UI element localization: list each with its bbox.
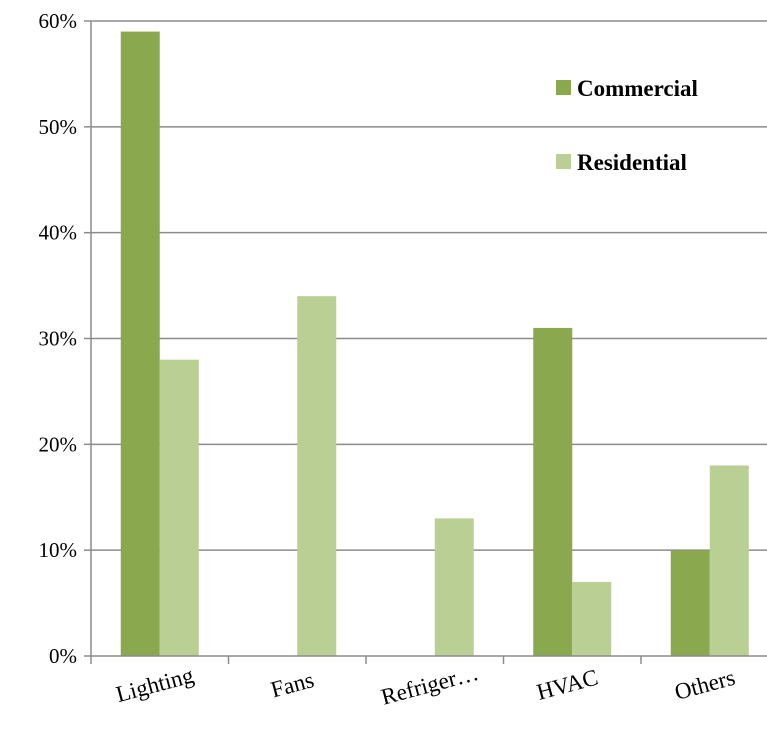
bar-commercial-5	[670, 550, 710, 656]
y-tick-label: 30%	[39, 327, 78, 351]
bar-residential-1	[159, 359, 199, 656]
y-tick-label: 0%	[49, 644, 77, 668]
x-tick-label: Fans	[268, 667, 316, 702]
bar-residential-5	[709, 465, 749, 656]
bar-commercial-1	[120, 31, 160, 657]
y-tick-label: 50%	[39, 115, 78, 139]
x-tick-label: Lighting	[113, 662, 196, 707]
x-tick-label: Refriger…	[378, 660, 481, 710]
legend: Commercial Residential	[556, 76, 698, 175]
x-tick-label: HVAC	[534, 665, 601, 705]
bars	[120, 31, 749, 657]
y-tick-label: 10%	[39, 538, 78, 562]
legend-label-residential: Residential	[577, 150, 687, 175]
bar-residential-2	[297, 296, 337, 656]
bar-residential-4	[572, 581, 612, 656]
y-tick-label: 60%	[39, 9, 78, 33]
y-tick-label: 20%	[39, 432, 78, 456]
legend-swatch-commercial	[556, 80, 571, 95]
gridlines	[91, 20, 767, 551]
bar-residential-3	[434, 518, 474, 656]
axes	[84, 20, 767, 664]
y-tick-label: 40%	[39, 221, 78, 245]
y-tick-labels: 0% 10% 20% 30% 40% 50% 60%	[39, 9, 78, 668]
x-tick-labels: Lighting Fans Refriger… HVAC Others	[113, 660, 737, 710]
x-tick-label: Others	[672, 665, 738, 705]
legend-swatch-residential	[556, 154, 571, 169]
legend-label-commercial: Commercial	[577, 76, 698, 101]
bar-commercial-4	[533, 327, 573, 656]
